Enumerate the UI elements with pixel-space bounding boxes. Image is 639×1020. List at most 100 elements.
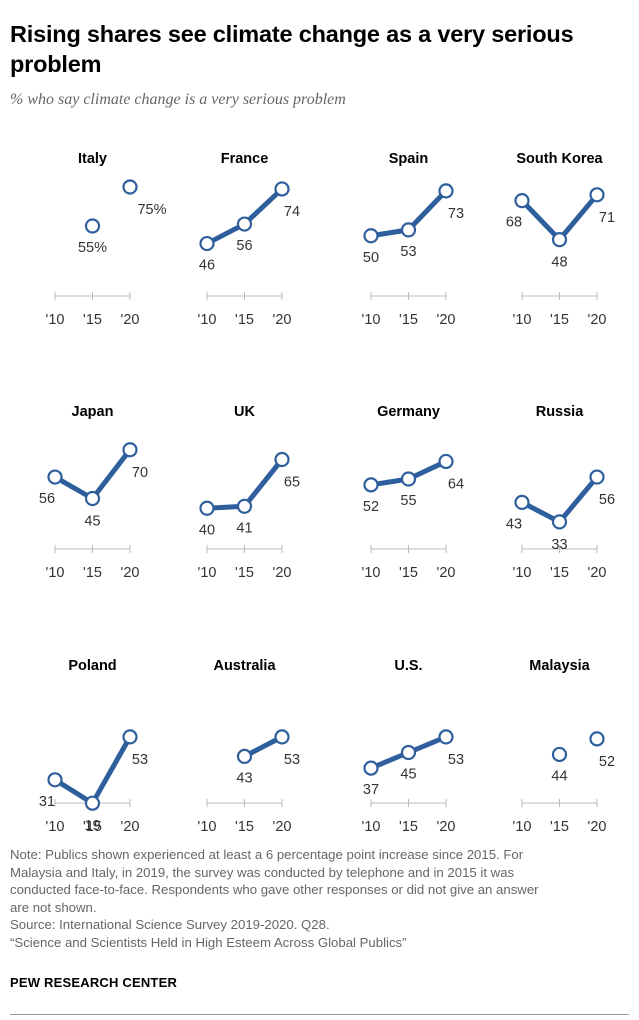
x-tick-label: '15 [550,312,569,328]
data-point-italy [122,179,138,195]
data-point-uk [236,498,253,514]
data-label-japan: 56 [39,491,55,507]
series-line-poland [90,734,133,806]
panel-title-germany: Germany [377,404,440,420]
data-label-malaysia: 44 [551,768,567,784]
panel-title-malaysia: Malaysia [529,658,590,674]
data-label-japan: 45 [84,514,100,530]
x-tick-label: '15 [399,819,418,835]
data-point-spain [363,228,379,244]
data-point-japan [47,469,63,485]
data-label-malaysia: 52 [599,754,615,770]
panel-title-france: France [221,151,269,167]
data-point-australia [236,748,253,765]
x-tick-label: '20 [273,819,292,835]
series-line-spain [406,188,449,233]
x-tick-label: '15 [235,565,254,581]
x-tick-label: '20 [437,312,456,328]
data-label-france: 46 [199,258,215,274]
data-point-south-korea [589,187,605,203]
x-tick-label: '20 [437,819,456,835]
data-point-south-korea [551,232,568,248]
data-point-france [199,235,215,252]
data-label-australia: 53 [284,752,300,768]
data-point-poland [122,729,138,745]
data-label-spain: 53 [400,244,416,260]
data-label-u-s: 37 [363,782,379,798]
note-line: conducted face-to-face. Respondents who … [10,882,539,898]
data-label-uk: 40 [199,522,215,538]
data-point-u-s [400,744,417,761]
data-label-russia: 56 [599,492,615,508]
series-line-uk [242,457,285,509]
data-label-germany: 52 [363,499,379,515]
data-label-france: 74 [284,204,300,220]
data-label-u-s: 45 [400,767,416,783]
data-label-poland: 53 [132,752,148,768]
data-point-spain [400,222,417,238]
data-label-australia: 43 [236,770,252,786]
panel-title-russia: Russia [536,404,584,420]
x-tick-label: '20 [588,819,607,835]
data-point-japan [122,442,138,458]
panel-title-poland: Poland [68,658,116,674]
data-point-germany [438,453,454,470]
data-label-u-s: 53 [448,752,464,768]
x-tick-label: '20 [588,565,607,581]
x-tick-label: '10 [46,819,65,835]
data-point-uk [199,500,215,516]
x-tick-label: '15 [83,819,102,835]
x-tick-label: '10 [198,312,217,328]
note-line: are not shown. [10,899,97,915]
series-line-russia [557,474,600,525]
chart-notes: Note: Publics shown experienced at least… [10,846,630,952]
x-tick-label: '10 [46,565,65,581]
x-tick-label: '10 [513,312,532,328]
x-tick-label: '10 [198,819,217,835]
data-label-uk: 41 [236,520,252,536]
source-line: Source: International Science Survey 201… [10,917,330,933]
data-point-poland [84,795,101,811]
data-label-poland: 19 [84,818,100,834]
data-point-poland [47,772,63,788]
series-line-south-korea [519,198,562,243]
data-label-uk: 65 [284,475,300,491]
chart-title: Rising shares see climate change as a ve… [10,21,574,77]
data-label-poland: 31 [39,794,55,810]
data-point-france [274,181,290,197]
x-tick-label: '20 [273,565,292,581]
x-tick-label: '20 [121,565,140,581]
x-tick-label: '10 [362,819,381,835]
panel-title-uk: UK [234,404,255,420]
panel-title-u-s: U.S. [394,658,422,674]
data-label-germany: 55 [400,493,416,509]
data-label-south-korea: 48 [551,255,567,271]
x-tick-label: '20 [437,565,456,581]
data-label-italy: 55% [78,240,107,256]
data-point-italy [84,218,101,234]
data-label-spain: 50 [363,250,379,266]
data-label-italy: 75% [137,202,166,218]
report-title: “Science and Scientists Held in High Est… [10,934,407,950]
data-point-australia [274,729,290,745]
x-tick-label: '15 [550,819,569,835]
x-tick-label: '15 [235,312,254,328]
data-point-japan [84,490,101,507]
data-label-france: 56 [236,238,252,254]
x-tick-label: '15 [235,819,254,835]
data-point-spain [438,183,454,199]
note-line: Malaysia and Italy, in 2019, the survey … [10,864,515,880]
data-label-russia: 43 [506,516,522,532]
data-label-russia: 33 [551,537,567,553]
bottom-rule [10,1014,629,1015]
series-line-france [242,186,285,227]
chart-subtitle: % who say climate change is a very serio… [10,91,346,108]
panel-title-south-korea: South Korea [516,151,603,167]
x-tick-label: '15 [399,565,418,581]
data-point-germany [400,471,417,487]
data-point-france [236,216,253,232]
data-point-uk [274,451,290,468]
series-line-south-korea [557,192,600,243]
x-tick-label: '15 [550,565,569,581]
data-point-malaysia [551,746,568,763]
